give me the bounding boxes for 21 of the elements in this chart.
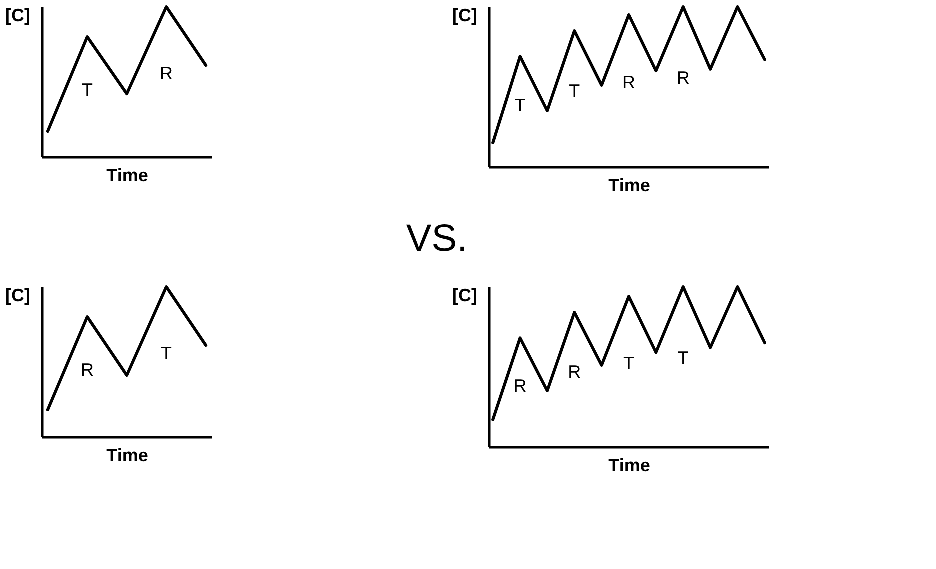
annotation: R: [514, 376, 527, 396]
y-axis-title: [C]: [6, 6, 30, 26]
y-axis-title: [C]: [452, 286, 478, 306]
annotation: T: [161, 344, 172, 364]
x-axis-title: Time: [608, 176, 650, 196]
annotation: T: [624, 353, 634, 374]
x-axis-title: Time: [106, 446, 148, 466]
annotation: R: [676, 68, 690, 88]
annotation: R: [568, 362, 582, 382]
y-axis-title: [C]: [6, 286, 30, 306]
text: VS.: [406, 218, 468, 260]
annotation: T: [678, 348, 689, 368]
y-axis-title: [C]: [452, 6, 478, 26]
annotation: T: [569, 81, 580, 102]
annotation: R: [160, 64, 174, 84]
annotation: T: [514, 95, 526, 116]
annotation: R: [80, 360, 94, 380]
x-axis-title: Time: [608, 456, 650, 476]
annotation: T: [82, 80, 93, 100]
x-axis-title: Time: [106, 166, 148, 186]
annotation: R: [622, 72, 636, 92]
